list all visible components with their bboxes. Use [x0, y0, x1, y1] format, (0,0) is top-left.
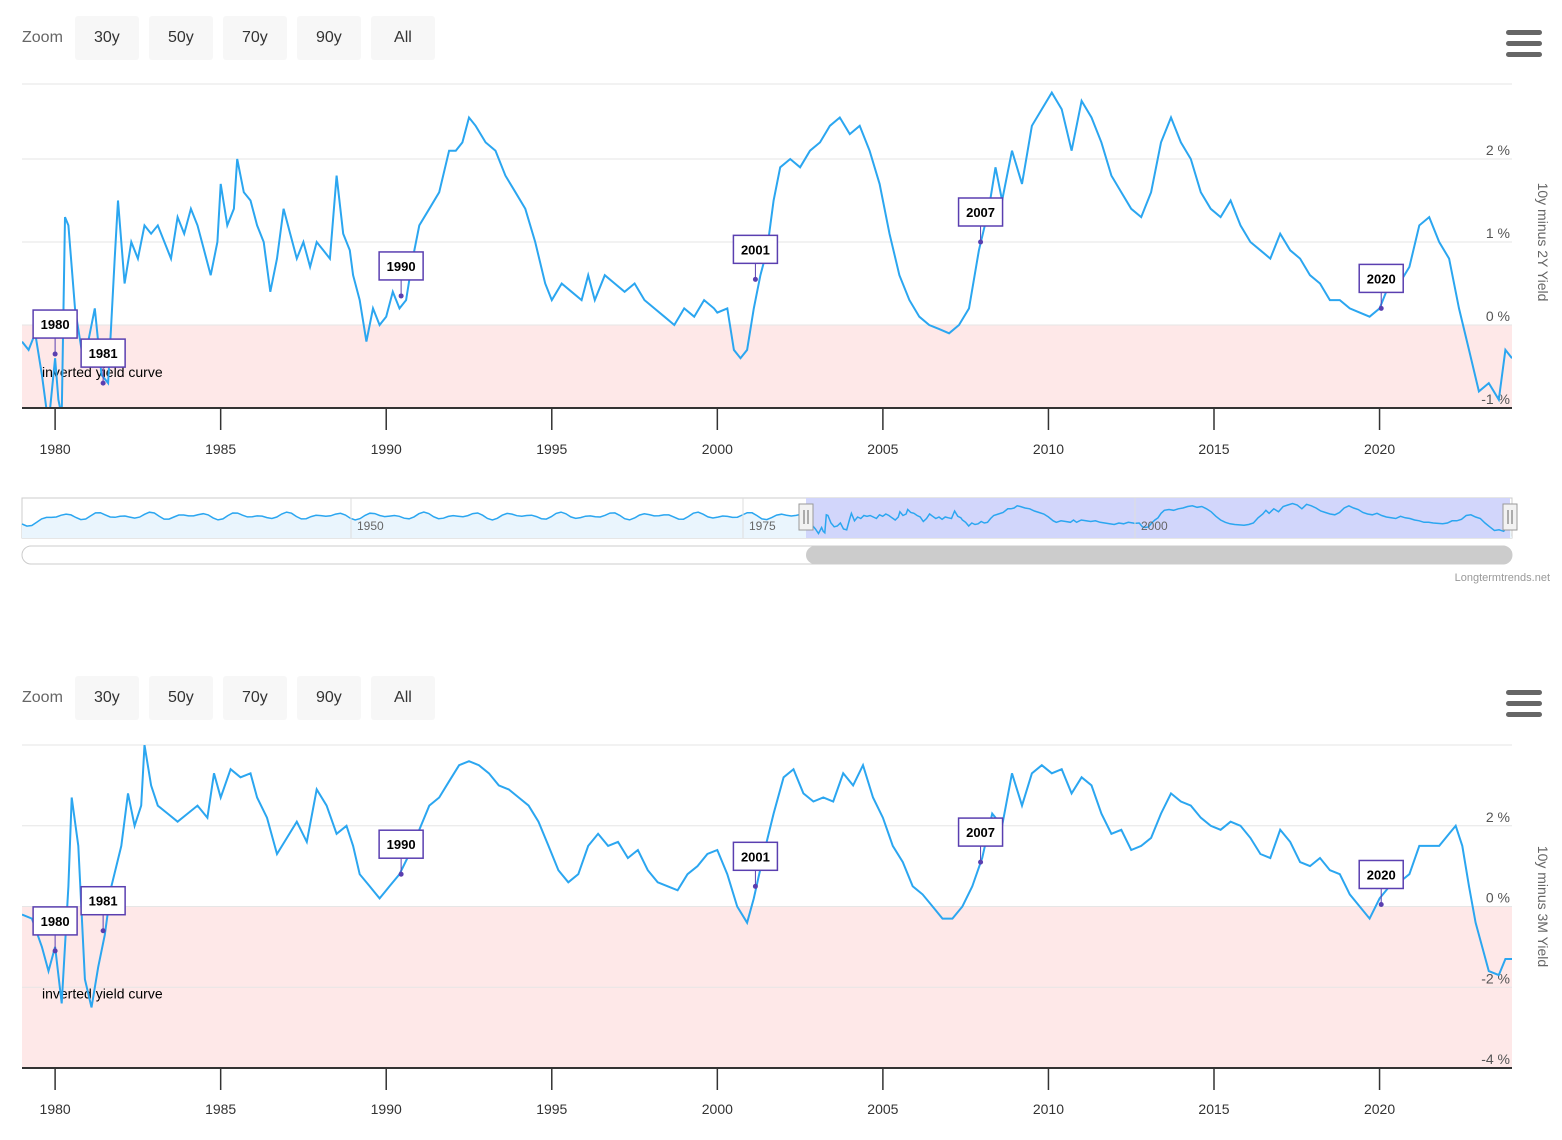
flag-box [32, 309, 78, 339]
x-tick-label: 2005 [867, 1101, 898, 1117]
y-tick-label: 1 % [1486, 225, 1510, 241]
x-tick-label: 2015 [1198, 441, 1229, 457]
x-tick-label: 2010 [1033, 1101, 1064, 1117]
handle-body [1502, 503, 1518, 531]
flag-box [957, 817, 1004, 847]
x-tick-label: 1995 [536, 441, 567, 457]
flag-point [52, 351, 58, 357]
x-tick-label: 2000 [702, 441, 733, 457]
flag-label: 1981 [89, 346, 118, 361]
x-tick-label: 2005 [867, 441, 898, 457]
flag-box [80, 885, 126, 916]
zoom-70y-button[interactable]: 70y [222, 16, 287, 60]
navigator-tick-label: 1950 [357, 519, 384, 533]
flag-point [52, 948, 58, 954]
flag-label: 1990 [387, 259, 416, 274]
flag-label: 2020 [1367, 867, 1396, 882]
x-tick-label: 1980 [40, 441, 71, 457]
zoom-bar-1: Zoom 30y 50y 70y 90y All [22, 16, 445, 60]
zoom-all-button[interactable]: All [370, 676, 435, 720]
flag-label: 2007 [966, 205, 995, 220]
zoom-70y-button[interactable]: 70y [222, 676, 287, 720]
band-label: inverted yield curve [42, 364, 163, 380]
y-tick-label: -4 % [1481, 1051, 1510, 1067]
x-tick-label: 1985 [205, 441, 236, 457]
flag-box [732, 841, 779, 872]
navigator-left-handle[interactable] [798, 503, 814, 531]
flag-label: 1980 [41, 914, 70, 929]
flag-box [378, 829, 424, 859]
flag-box [378, 251, 424, 281]
x-tick-label: 1990 [371, 1101, 402, 1117]
x-tick-label: 2000 [702, 1101, 733, 1117]
navigator-tick-label: 2000 [1141, 519, 1168, 533]
flag-label: 2007 [966, 825, 995, 840]
flag-point [752, 883, 758, 889]
y-tick-label: -1 % [1481, 391, 1510, 407]
navigator: 1950 1975 2000 [21, 497, 1518, 565]
x-tick-label: 1995 [536, 1101, 567, 1117]
flag-point [100, 928, 106, 934]
flag-point [100, 380, 106, 386]
x-tick-label: 2020 [1364, 441, 1395, 457]
zoom-50y-button[interactable]: 50y [148, 16, 213, 60]
flag-box [732, 234, 779, 265]
flag-label: 1990 [387, 837, 416, 852]
y-tick-label: -2 % [1481, 970, 1510, 986]
zoom-label: Zoom [22, 689, 63, 706]
zoom-90y-button[interactable]: 90y [296, 16, 361, 60]
flag-point [398, 871, 404, 877]
zoom-90y-button[interactable]: 90y [296, 676, 361, 720]
flag-label: 1980 [41, 317, 70, 332]
inverted-band [22, 325, 1512, 408]
x-tick-label: 1980 [40, 1101, 71, 1117]
series-line [22, 745, 1512, 1008]
y-axis-title: 10y minus 2Y Yield [1535, 183, 1551, 302]
hamburger-menu-icon[interactable] [1506, 30, 1542, 58]
chart-10y-minus-3m: 2 % 0 % -2 % -4 % inverted yield curve 10y mi… [22, 744, 1551, 1117]
flag-label: 2001 [741, 242, 770, 257]
x-tick-label: 2010 [1033, 441, 1064, 457]
x-tick-label: 1990 [371, 441, 402, 457]
flag-point [398, 293, 404, 299]
x-tick-label: 2015 [1198, 1101, 1229, 1117]
x-tick-label: 2020 [1364, 1101, 1395, 1117]
flag-box [80, 338, 126, 368]
series-line [22, 90, 1512, 408]
band-label: inverted yield curve [42, 986, 163, 1002]
flag-label: 2001 [741, 849, 770, 864]
credits-link[interactable]: Longtermtrends.net [1454, 572, 1550, 584]
zoom-label: Zoom [22, 29, 63, 46]
flag-box [1358, 263, 1404, 294]
zoom-bar-2: Zoom 30y 50y 70y 90y All [22, 676, 445, 720]
flag-point [752, 276, 758, 282]
hamburger-menu-icon[interactable] [1506, 690, 1542, 718]
y-tick-label: 2 % [1486, 142, 1510, 158]
y-tick-label: 2 % [1486, 809, 1510, 825]
flag-box [957, 197, 1004, 227]
zoom-30y-button[interactable]: 30y [74, 16, 139, 60]
zoom-30y-button[interactable]: 30y [74, 676, 139, 720]
flag-label: 1981 [89, 894, 118, 909]
zoom-all-button[interactable]: All [370, 16, 435, 60]
flag-point [978, 859, 984, 865]
navigator-right-handle[interactable] [1502, 503, 1518, 531]
flag-point [1378, 901, 1384, 907]
x-tick-label: 1985 [205, 1101, 236, 1117]
flag-label: 2020 [1367, 271, 1396, 286]
flag-box [1358, 859, 1404, 890]
y-axis-title: 10y minus 3M Yield [1535, 846, 1551, 967]
handle-body [798, 503, 814, 531]
chart-10y-minus-2y: 2 % 1 % 0 % -1 % inverted yield curve 10y min… [22, 83, 1551, 457]
flag-point [1378, 305, 1384, 311]
flag-point [978, 239, 984, 245]
flag-box [32, 906, 78, 936]
y-tick-label: 0 % [1486, 890, 1510, 906]
y-tick-label: 0 % [1486, 308, 1510, 324]
navigator-line [21, 502, 1511, 535]
zoom-50y-button[interactable]: 50y [148, 676, 213, 720]
scrollbar-thumb[interactable] [806, 546, 1512, 564]
navigator-tick-label: 1975 [749, 519, 776, 533]
